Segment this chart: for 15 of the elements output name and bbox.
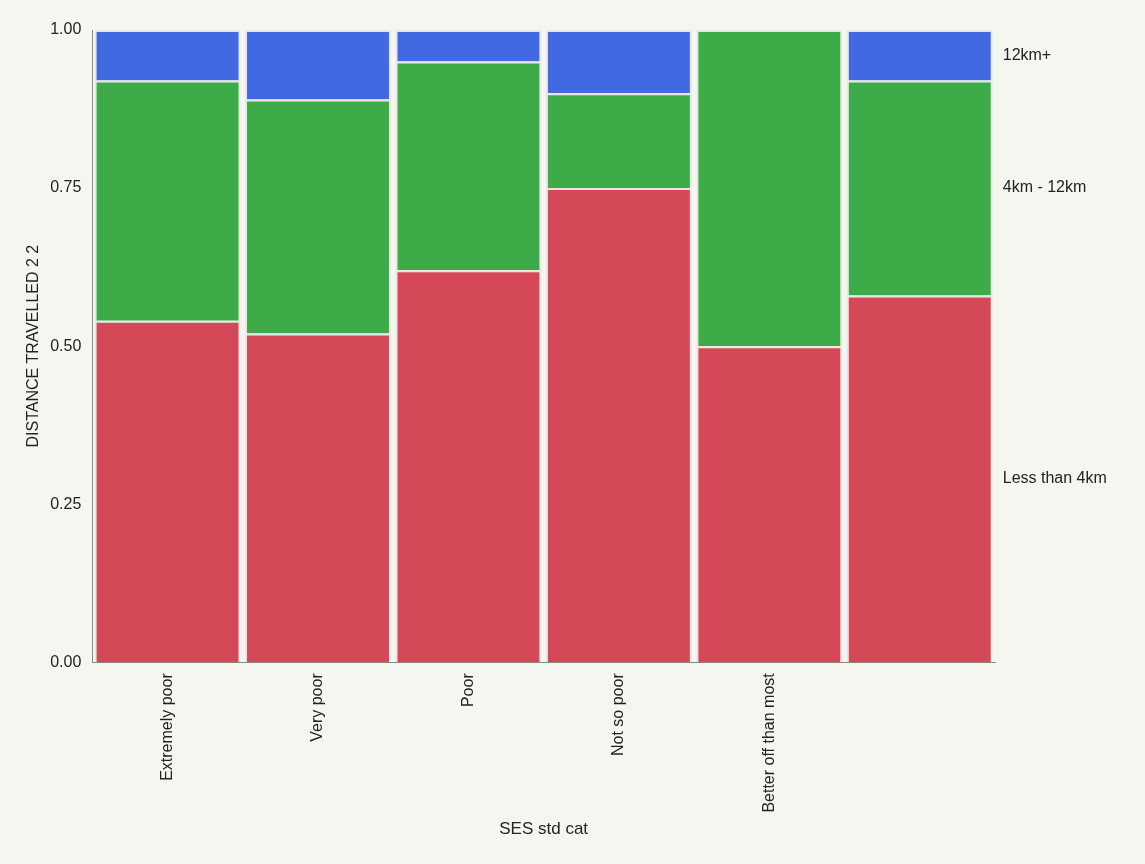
series-label: Less than 4km — [1002, 469, 1107, 487]
y-axis-title: DISTANCE TRAVELLED 2 2 — [24, 244, 42, 448]
y-tick-label: 0.75 — [50, 178, 82, 196]
x-tick-label: Very poor — [308, 672, 326, 742]
y-tick-label: 0.25 — [50, 494, 82, 512]
x-tick-label: Not so poor — [609, 672, 627, 756]
y-tick-label: 0.00 — [50, 652, 82, 670]
x-axis-title: SES std cat — [499, 819, 589, 839]
y-tick-label: 1.00 — [50, 20, 82, 38]
x-tick-label: Poor — [458, 672, 476, 708]
y-tick-label: 0.50 — [50, 336, 82, 354]
series-label: 12km+ — [1002, 45, 1052, 63]
series-label: 4km - 12km — [1002, 178, 1087, 196]
x-tick-label: Better off than most — [759, 672, 777, 813]
x-tick-label: Extremely poor — [157, 672, 175, 781]
